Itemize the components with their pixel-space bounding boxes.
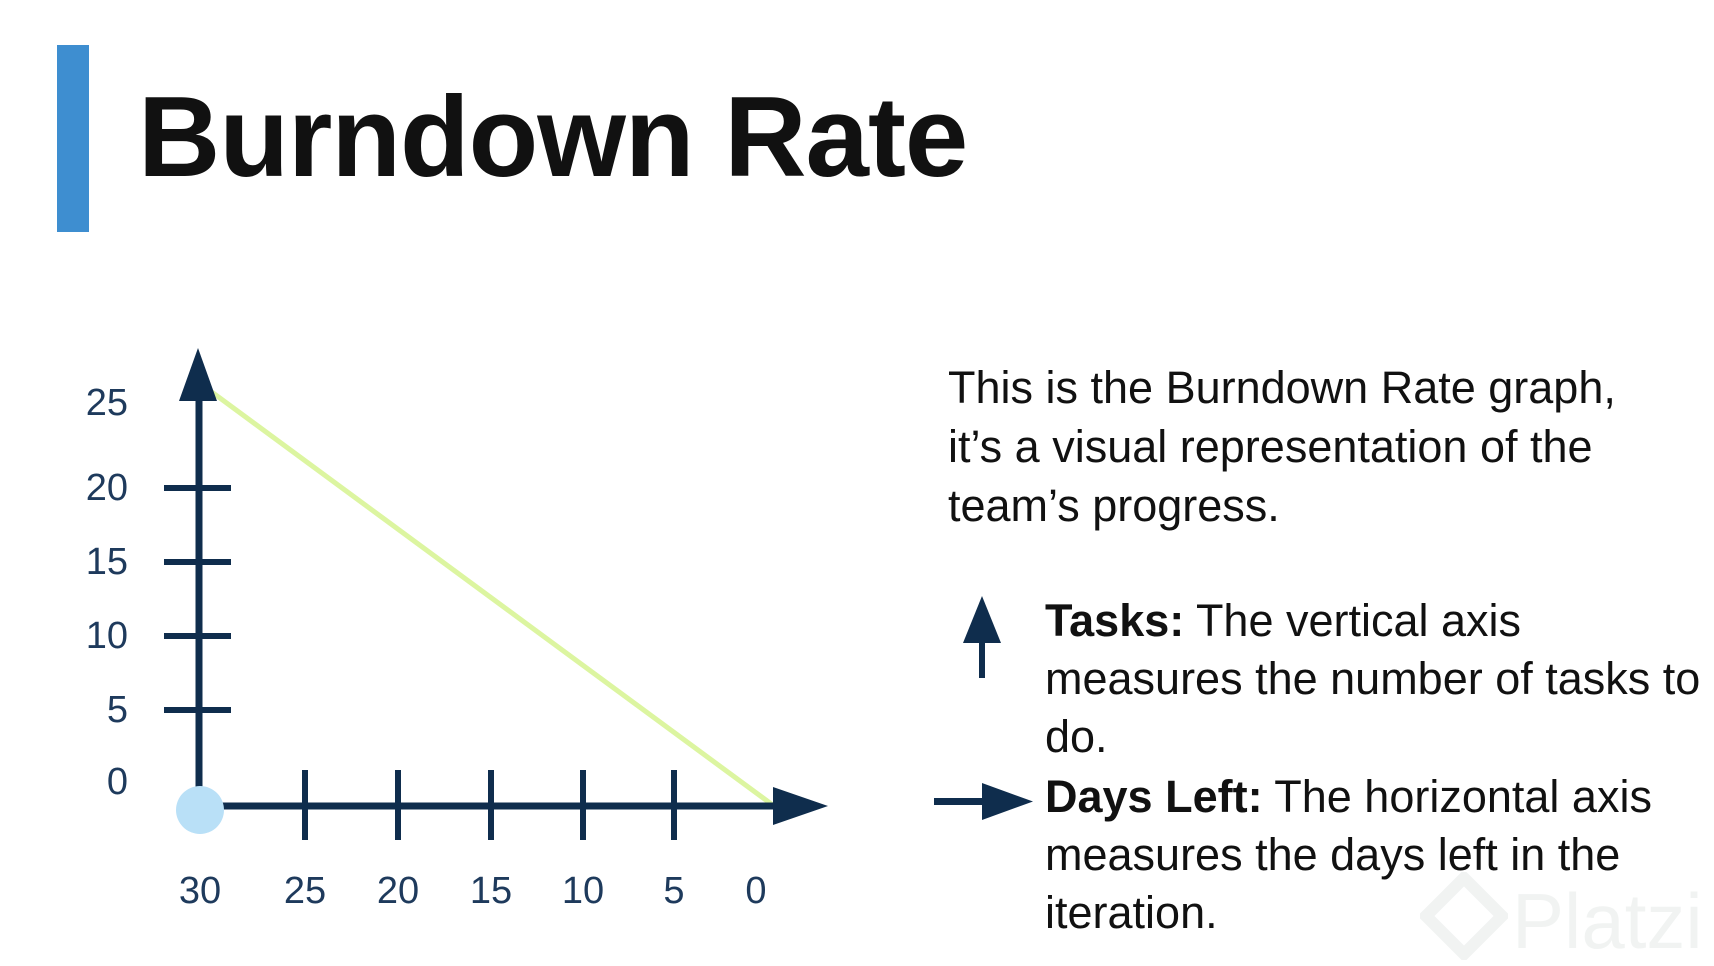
- arrow-up-icon: [963, 596, 1001, 678]
- origin-marker: [176, 786, 224, 834]
- arrow-right-icon: [934, 783, 1033, 820]
- y-tick-label-25: 25: [86, 382, 128, 424]
- legend-tasks: Tasks: The vertical axis measures the nu…: [1045, 592, 1714, 766]
- x-tick-label-10: 10: [562, 870, 604, 912]
- x-tick-label-30: 30: [179, 870, 221, 912]
- y-tick-label-5: 5: [107, 689, 128, 731]
- legend-days-text: The horizontal axis measures the days le…: [1045, 771, 1652, 938]
- legend-tasks-label: Tasks:: [1045, 595, 1185, 646]
- x-tick-label-0: 0: [745, 870, 766, 912]
- watermark-text: Platzi: [1512, 877, 1703, 965]
- platzi-logo-icon: [1417, 869, 1511, 963]
- x-tick-label-5: 5: [663, 870, 684, 912]
- y-tick-label-0: 0: [107, 761, 128, 803]
- series-line: [197, 380, 776, 809]
- legend-days: Days Left: The horizontal axis measures …: [1045, 768, 1714, 942]
- x-axis-arrow: [773, 787, 828, 825]
- legend-tasks-text: The vertical axis measures the number of…: [1045, 595, 1701, 762]
- y-axis-arrow: [179, 348, 217, 401]
- title-accent-bar: [57, 45, 89, 232]
- x-tick-label-25: 25: [284, 870, 326, 912]
- x-tick-label-20: 20: [377, 870, 419, 912]
- y-tick-label-10: 10: [86, 615, 128, 657]
- page-title: Burndown Rate: [138, 74, 968, 201]
- y-tick-label-20: 20: [86, 467, 128, 509]
- chart-description: This is the Burndown Rate graph, it’s a …: [948, 362, 1616, 531]
- x-tick-label-15: 15: [470, 870, 512, 912]
- platzi-watermark: Platzi: [1417, 869, 1710, 965]
- legend-days-label: Days Left:: [1045, 771, 1263, 822]
- y-tick-label-15: 15: [86, 541, 128, 583]
